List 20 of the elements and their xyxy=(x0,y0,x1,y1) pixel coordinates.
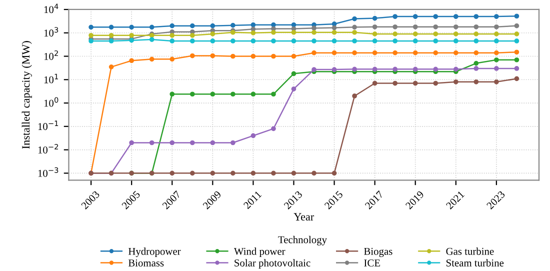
x-axis-title: Year xyxy=(294,213,314,221)
y-tick-label: 10$^{4}$ xyxy=(44,4,58,14)
y-tick-label: 10$^{2}$ xyxy=(44,50,58,60)
y-tick-label: 10$^{0}$ xyxy=(44,97,58,107)
legend-label: ICE xyxy=(364,259,380,266)
legend-title: Technology xyxy=(278,236,327,246)
y-tick-label: 10$^{−1}$ xyxy=(38,120,58,130)
legend-label: Biogas xyxy=(364,248,392,258)
legend-label: Gas turbine xyxy=(446,248,494,255)
y-tick-label: 10$^{3}$ xyxy=(44,27,58,37)
legend-label: Steam turbine xyxy=(446,259,504,266)
legend-label: Hydropower xyxy=(128,248,181,258)
legend-label: Solar photovoltaic xyxy=(234,259,310,269)
y-tick-label: 10$^{1}$ xyxy=(44,74,58,84)
y-tick-label: 10$^{−2}$ xyxy=(38,144,58,154)
x-tick-label: 2011 xyxy=(243,190,262,210)
y-axis-title: Installed capacity (MW) xyxy=(22,41,32,149)
legend-label: Biomass xyxy=(128,259,164,266)
y-tick-label: 10$^{−3}$ xyxy=(38,167,58,177)
legend-label: Wind power xyxy=(234,248,286,257)
